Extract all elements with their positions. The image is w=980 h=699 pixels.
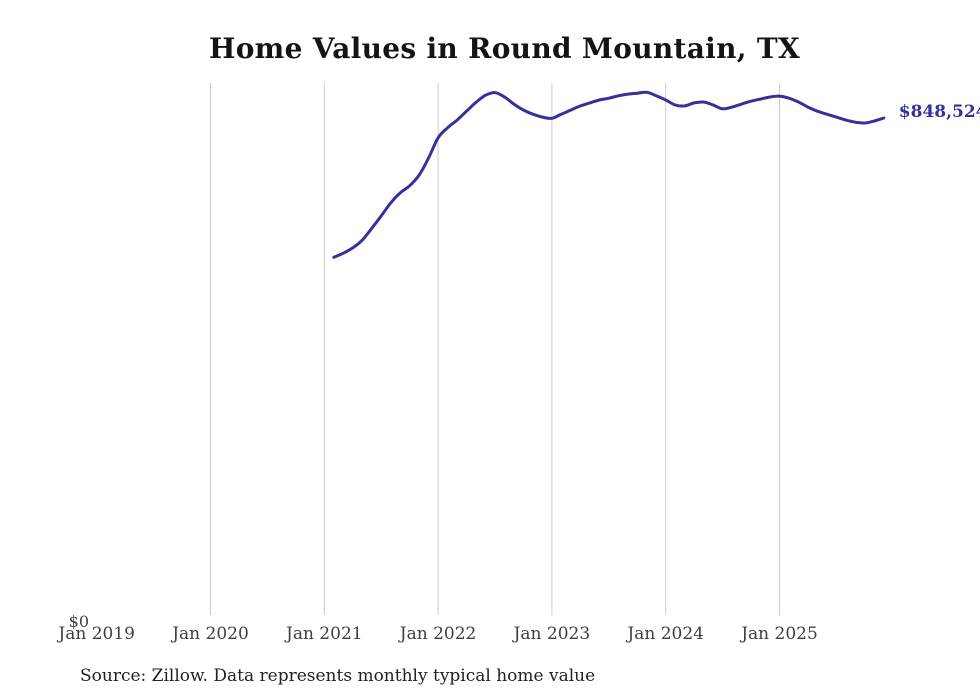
y-axis-zero-label: $0 bbox=[68, 612, 89, 631]
x-axis-tick-label: Jan 2020 bbox=[172, 624, 249, 644]
x-axis-tick-label: Jan 2021 bbox=[286, 624, 363, 644]
x-axis-tick-label: Jan 2024 bbox=[627, 624, 704, 644]
source-note: Source: Zillow. Data represents monthly … bbox=[80, 666, 596, 686]
latest-value-label: $848,524 bbox=[898, 102, 980, 122]
x-axis-tick-label: Jan 2023 bbox=[513, 624, 591, 644]
x-axis-tick-label: Jan 2022 bbox=[399, 624, 477, 644]
x-axis-tick-label: Jan 2019 bbox=[58, 624, 135, 644]
x-axis-tick-label: Jan 2025 bbox=[741, 624, 818, 644]
home-value-line bbox=[332, 90, 886, 259]
chart-title: Home Values in Round Mountain, TX bbox=[208, 32, 801, 65]
